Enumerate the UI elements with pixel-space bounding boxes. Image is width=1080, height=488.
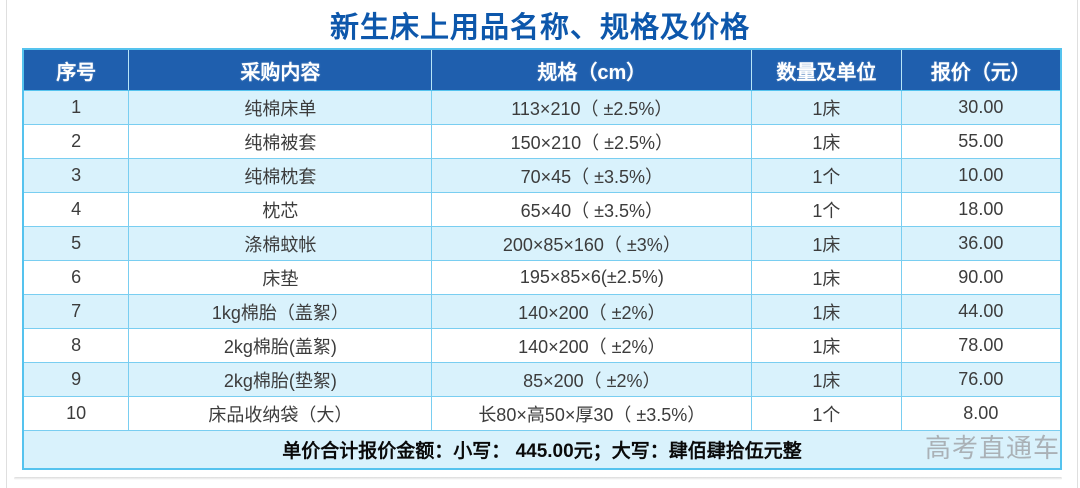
- table-header-row: 序号 采购内容 规格（cm） 数量及单位 报价（元）: [23, 49, 1061, 91]
- table-row: 2 纯棉被套 150×210（ ±2.5%） 1床 55.00: [22, 124, 1062, 159]
- cell-no: 7: [22, 294, 130, 329]
- cell-spec: 65×40（ ±3.5%）: [431, 192, 753, 227]
- total-amount-text: 单价合计报价金额：小写： 445.00元；大写：肆佰肆拾伍元整: [22, 430, 1062, 470]
- cell-no: 8: [22, 328, 130, 363]
- price-table-container: 序号 采购内容 规格（cm） 数量及单位 报价（元） 1 纯棉床单 113×210（ ±2.…: [22, 48, 1062, 470]
- cell-no: 4: [22, 192, 130, 227]
- page-title: 新生床上用品名称、规格及价格: [329, 12, 750, 44]
- cell-price: 90.00: [900, 260, 1062, 295]
- cell-item: 1kg棉胎（盖絮）: [128, 294, 433, 329]
- watermark: 高考直通车: [924, 433, 1060, 463]
- column-header: 报价（元）: [900, 49, 1061, 91]
- cell-item: 床垫: [128, 260, 433, 295]
- cell-qty: 1床: [751, 362, 902, 397]
- cell-spec: 195×85×6(±2.5%): [431, 260, 753, 295]
- table-row: 5 涤棉蚊帐 200×85×160（ ±3%） 1床 36.00: [22, 226, 1062, 261]
- page-edge-line-right: [1077, 0, 1078, 488]
- column-header: 数量及单位: [751, 49, 902, 91]
- cell-item: 枕芯: [128, 192, 433, 227]
- table-row: 6 床垫 195×85×6(±2.5%) 1床 90.00: [22, 260, 1062, 295]
- table-row: 3 纯棉枕套 70×45（ ±3.5%） 1个 10.00: [22, 158, 1062, 193]
- cell-price: 36.00: [900, 226, 1062, 261]
- cell-qty: 1床: [751, 294, 902, 329]
- table-row: 10 床品收纳袋（大） 长80×高50×厚30（ ±3.5%） 1个 8.00: [22, 396, 1062, 431]
- cell-spec: 140×200（ ±2%）: [431, 328, 753, 363]
- page-bottom-shadow: [14, 477, 1062, 480]
- cell-spec: 长80×高50×厚30（ ±3.5%）: [431, 396, 753, 431]
- cell-spec: 113×210（ ±2.5%）: [431, 90, 753, 125]
- table-row: 7 1kg棉胎（盖絮） 140×200（ ±2%） 1床 44.00: [22, 294, 1062, 329]
- price-table: 序号 采购内容 规格（cm） 数量及单位 报价（元） 1 纯棉床单 113×210（ ±2.…: [22, 48, 1062, 470]
- cell-spec: 200×85×160（ ±3%）: [431, 226, 753, 261]
- cell-spec: 140×200（ ±2%）: [431, 294, 753, 329]
- cell-no: 6: [22, 260, 130, 295]
- cell-spec: 85×200（ ±2%）: [431, 362, 753, 397]
- cell-item: 纯棉被套: [128, 124, 433, 159]
- column-header: 采购内容: [128, 49, 432, 91]
- cell-price: 30.00: [900, 90, 1062, 125]
- cell-no: 2: [22, 124, 130, 159]
- cell-no: 9: [22, 362, 130, 397]
- cell-item: 床品收纳袋（大）: [128, 396, 433, 431]
- page-edge-line-left: [6, 0, 7, 488]
- cell-no: 1: [22, 90, 130, 125]
- table-row: 1 纯棉床单 113×210（ ±2.5%） 1床 30.00: [22, 90, 1062, 125]
- cell-qty: 1床: [751, 226, 902, 261]
- table-row: 8 2kg棉胎(盖絮) 140×200（ ±2%） 1床 78.00: [22, 328, 1062, 363]
- cell-item: 纯棉床单: [128, 90, 433, 125]
- cell-no: 3: [22, 158, 130, 193]
- cell-item: 涤棉蚊帐: [128, 226, 433, 261]
- cell-spec: 70×45（ ±3.5%）: [431, 158, 753, 193]
- table-row: 4 枕芯 65×40（ ±3.5%） 1个 18.00: [22, 192, 1062, 227]
- cell-no: 10: [22, 396, 130, 431]
- cell-qty: 1床: [751, 260, 902, 295]
- cell-price: 78.00: [900, 328, 1062, 363]
- cell-spec: 150×210（ ±2.5%）: [431, 124, 753, 159]
- column-header: 序号: [23, 49, 129, 91]
- cell-qty: 1个: [751, 192, 902, 227]
- cell-item: 纯棉枕套: [128, 158, 433, 193]
- cell-qty: 1个: [751, 158, 902, 193]
- cell-price: 18.00: [900, 192, 1062, 227]
- cell-price: 55.00: [900, 124, 1062, 159]
- cell-price: 76.00: [900, 362, 1062, 397]
- cell-qty: 1床: [751, 328, 902, 363]
- cell-price: 44.00: [900, 294, 1062, 329]
- column-header: 规格（cm）: [431, 49, 752, 91]
- cell-price: 8.00: [900, 396, 1062, 431]
- cell-qty: 1床: [751, 124, 902, 159]
- table-row: 9 2kg棉胎(垫絮) 85×200（ ±2%） 1床 76.00: [22, 362, 1062, 397]
- cell-no: 5: [22, 226, 130, 261]
- table-body: 1 纯棉床单 113×210（ ±2.5%） 1床 30.00 2 纯棉被套 150×210（…: [22, 90, 1062, 431]
- cell-item: 2kg棉胎(垫絮): [128, 362, 433, 397]
- cell-qty: 1床: [751, 90, 902, 125]
- cell-price: 10.00: [900, 158, 1062, 193]
- table-total-row: 单价合计报价金额：小写： 445.00元；大写：肆佰肆拾伍元整: [22, 430, 1062, 470]
- cell-item: 2kg棉胎(盖絮): [128, 328, 433, 363]
- cell-qty: 1个: [751, 396, 902, 431]
